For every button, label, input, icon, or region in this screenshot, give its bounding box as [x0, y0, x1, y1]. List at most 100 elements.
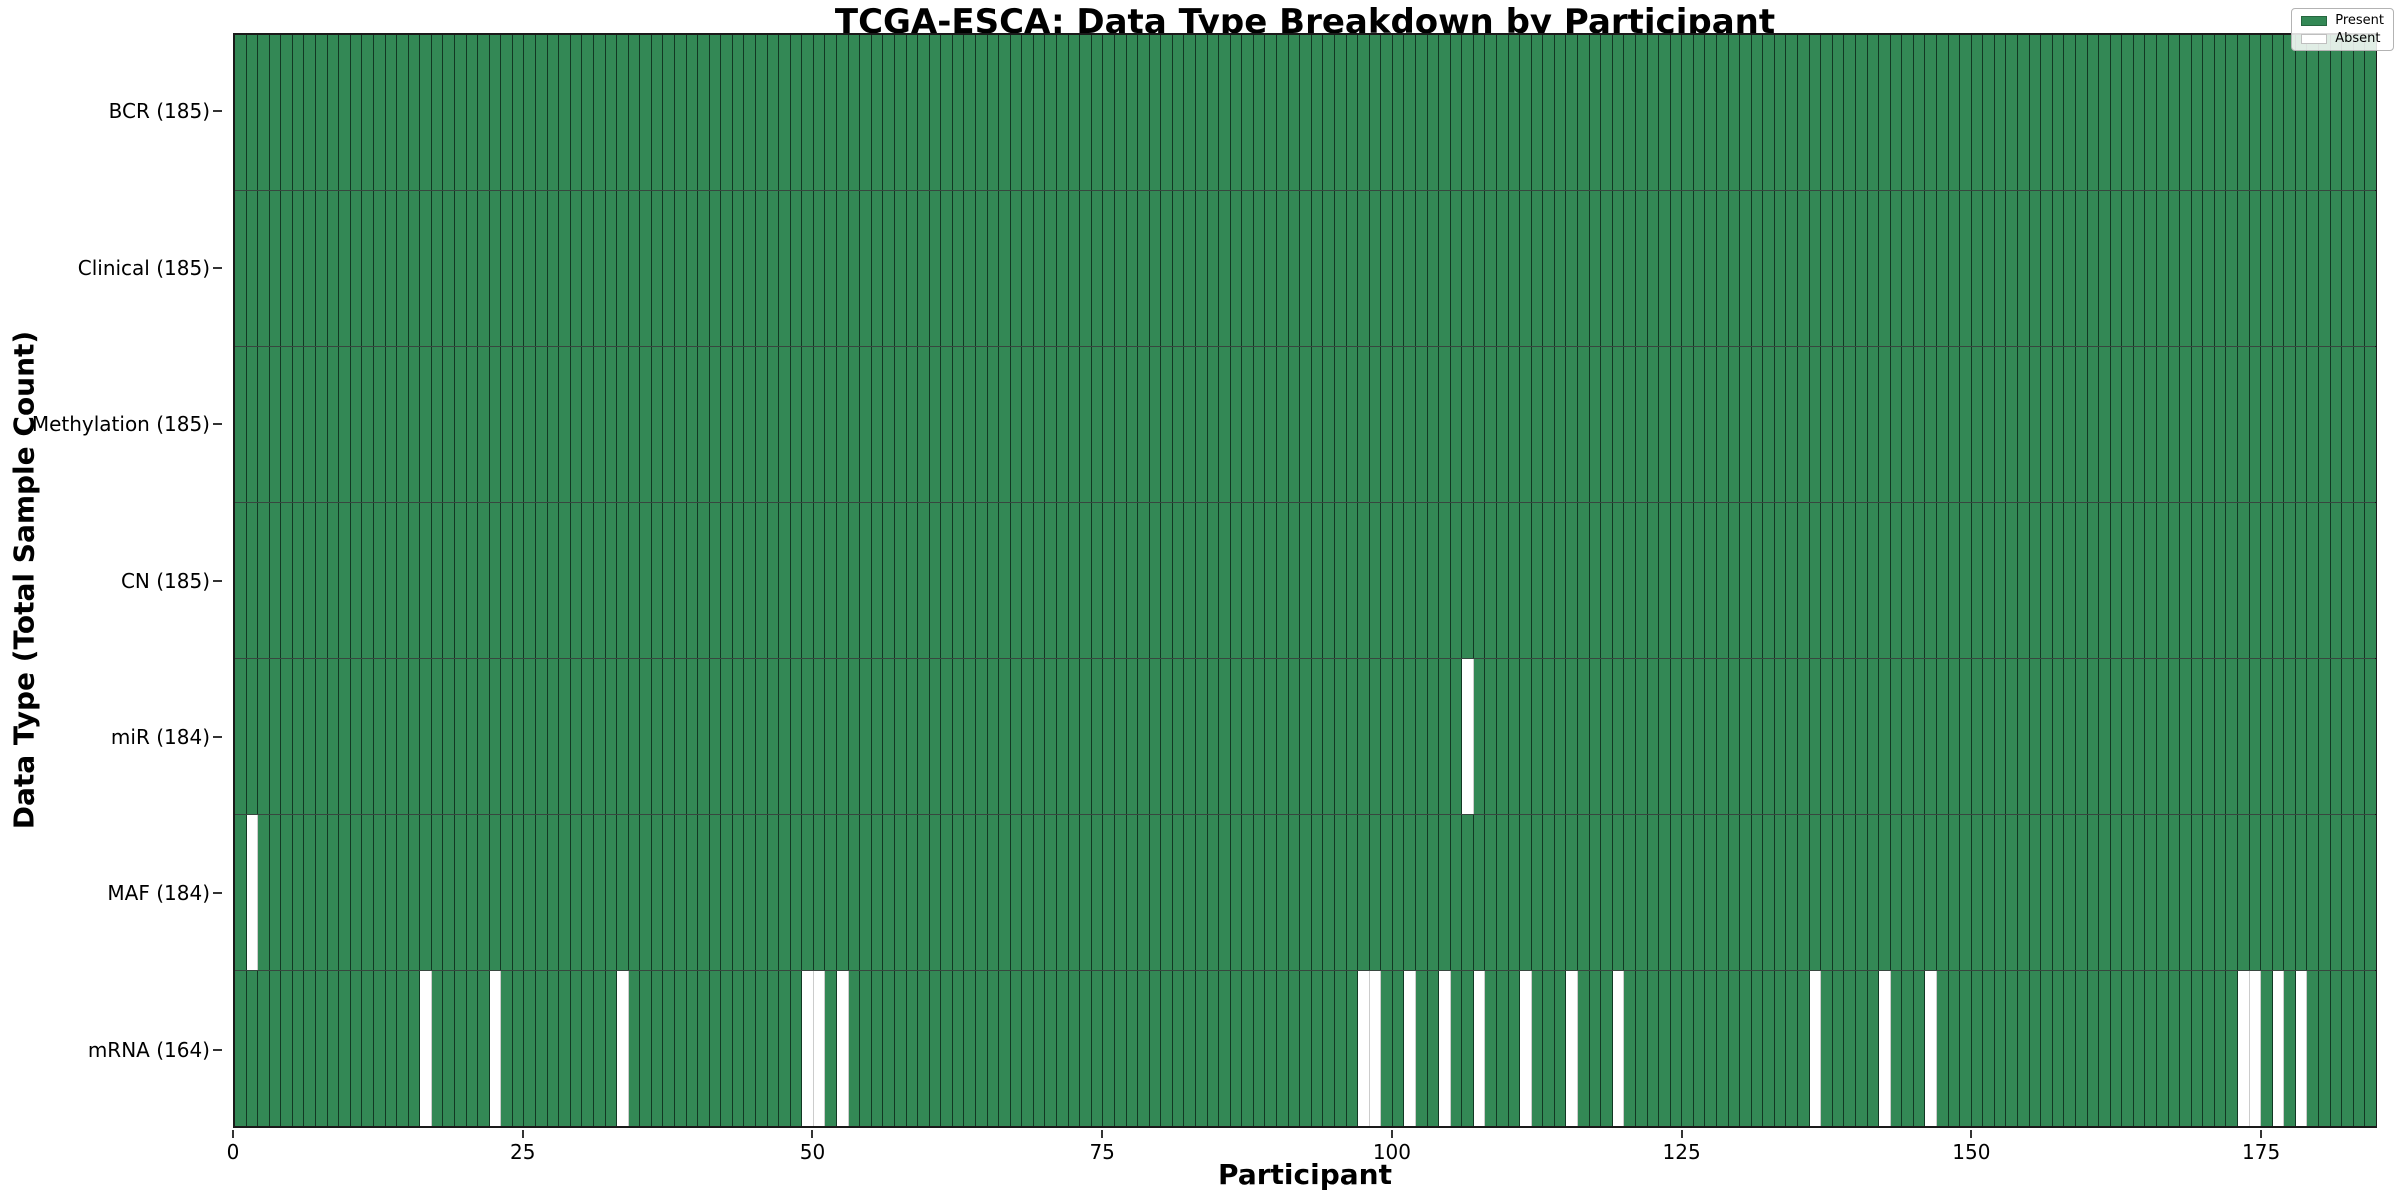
cell-present-cn-137	[1821, 503, 1833, 658]
cell-present-clinical-179	[2307, 191, 2320, 346]
cell-present-clinical-150	[1971, 191, 1984, 346]
cell-present-maf-86	[1230, 815, 1243, 970]
cell-present-bcr-49	[802, 35, 814, 190]
cell-present-mrna-151	[1983, 971, 1995, 1126]
cell-absent-mrna-52	[837, 971, 849, 1126]
cell-present-mir-93	[1311, 659, 1324, 814]
cell-present-mir-27	[547, 659, 560, 814]
cell-present-bcr-90	[1277, 35, 1289, 190]
cell-present-mir-70	[1045, 659, 1058, 814]
cell-present-mrna-94	[1323, 971, 1335, 1126]
cell-present-clinical-59	[918, 191, 930, 346]
cell-present-cn-96	[1346, 503, 1359, 658]
cell-present-bcr-141	[1867, 35, 1880, 190]
cell-present-maf-170	[2203, 815, 2215, 970]
cell-present-clinical-101	[1404, 191, 1416, 346]
cell-present-cn-103	[1427, 503, 1440, 658]
cell-present-maf-165	[2145, 815, 2157, 970]
cell-present-mrna-48	[790, 971, 803, 1126]
cell-absent-mrna-174	[2249, 971, 2262, 1126]
cell-present-bcr-108	[1485, 35, 1498, 190]
cell-present-mir-1	[246, 659, 259, 814]
cell-present-mrna-80	[1161, 971, 1173, 1126]
cell-present-maf-95	[1334, 815, 1347, 970]
cell-present-mrna-35	[640, 971, 652, 1126]
cell-present-cn-63	[964, 503, 976, 658]
cell-present-bcr-133	[1774, 35, 1787, 190]
cell-present-methylation-126	[1693, 347, 1706, 502]
cell-present-mir-159	[2075, 659, 2088, 814]
cell-present-mrna-65	[987, 971, 1000, 1126]
cell-present-bcr-3	[269, 35, 282, 190]
cell-present-methylation-177	[2284, 347, 2296, 502]
cell-present-bcr-113	[1543, 35, 1555, 190]
cell-present-clinical-34	[628, 191, 641, 346]
cell-present-mir-98	[1369, 659, 1382, 814]
cell-present-bcr-48	[790, 35, 803, 190]
cell-present-cn-178	[2295, 503, 2308, 658]
cell-present-mir-156	[2041, 659, 2053, 814]
cell-present-cn-70	[1045, 503, 1058, 658]
cell-present-methylation-109	[1497, 347, 1509, 502]
cell-present-mrna-23	[501, 971, 513, 1126]
cell-present-methylation-18	[443, 347, 455, 502]
cell-present-clinical-3	[269, 191, 282, 346]
cell-present-cn-64	[976, 503, 988, 658]
cell-present-mir-162	[2110, 659, 2123, 814]
cell-present-bcr-173	[2238, 35, 2250, 190]
cell-present-mir-149	[1960, 659, 1972, 814]
cell-present-clinical-18	[443, 191, 455, 346]
cell-present-cn-71	[1057, 503, 1069, 658]
cell-present-clinical-48	[790, 191, 803, 346]
cell-present-cn-30	[582, 503, 594, 658]
cell-present-cn-34	[628, 503, 641, 658]
cell-present-mir-44	[744, 659, 757, 814]
cell-present-maf-38	[674, 815, 687, 970]
cell-present-bcr-91	[1288, 35, 1301, 190]
cell-present-mrna-43	[732, 971, 745, 1126]
cell-present-mir-54	[860, 659, 872, 814]
cell-present-mir-102	[1415, 659, 1428, 814]
cell-present-cn-89	[1265, 503, 1278, 658]
cell-present-methylation-147	[1936, 347, 1949, 502]
cell-present-maf-151	[1983, 815, 1995, 970]
cell-present-clinical-72	[1068, 191, 1081, 346]
cell-present-methylation-142	[1879, 347, 1891, 502]
cell-present-maf-121	[1635, 815, 1648, 970]
cell-present-cn-163	[2122, 503, 2134, 658]
y-tick-label-clinical: Clinical (185)	[77, 255, 210, 280]
cell-present-methylation-48	[790, 347, 803, 502]
cell-present-clinical-168	[2180, 191, 2192, 346]
cell-present-cn-156	[2041, 503, 2053, 658]
cell-present-mir-48	[790, 659, 803, 814]
cell-present-methylation-82	[1184, 347, 1196, 502]
legend-item-present: Present	[2301, 14, 2384, 27]
cell-present-clinical-70	[1045, 191, 1058, 346]
cell-present-maf-57	[894, 815, 907, 970]
y-tick-label-mrna: mRNA (164)	[87, 1037, 210, 1062]
cell-present-mir-157	[2052, 659, 2065, 814]
cell-present-bcr-87	[1242, 35, 1254, 190]
legend-swatch-present	[2301, 15, 2328, 26]
cell-present-methylation-112	[1531, 347, 1544, 502]
cell-present-maf-69	[1033, 815, 1046, 970]
cell-present-methylation-105	[1450, 347, 1463, 502]
cell-present-mir-144	[1902, 659, 1914, 814]
cell-present-bcr-132	[1763, 35, 1775, 190]
cell-present-bcr-180	[2319, 35, 2331, 190]
cell-present-maf-20	[466, 815, 479, 970]
cell-present-methylation-184	[2365, 347, 2376, 502]
cell-present-cn-169	[2191, 503, 2204, 658]
cell-present-bcr-102	[1415, 35, 1428, 190]
cell-present-methylation-104	[1439, 347, 1451, 502]
cell-present-bcr-101	[1404, 35, 1416, 190]
cell-present-maf-99	[1381, 815, 1393, 970]
cell-present-cn-145	[1913, 503, 1926, 658]
x-tick-label-100: 100	[1372, 1140, 1411, 1164]
cell-present-clinical-147	[1936, 191, 1949, 346]
cell-present-methylation-27	[547, 347, 560, 502]
cell-present-bcr-85	[1219, 35, 1231, 190]
cell-present-mrna-139	[1844, 971, 1856, 1126]
cell-present-mir-3	[269, 659, 282, 814]
cell-present-methylation-107	[1473, 347, 1486, 502]
